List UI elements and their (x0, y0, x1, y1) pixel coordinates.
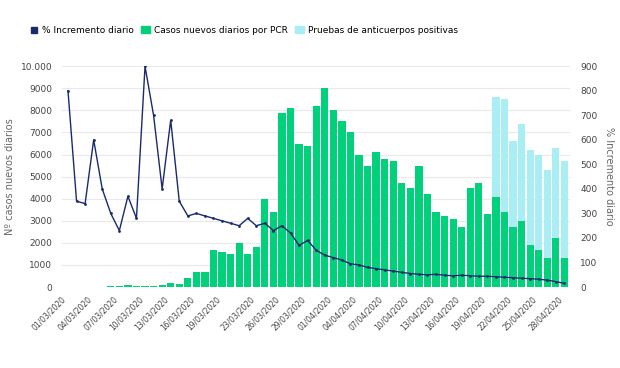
Bar (253, 247, 260, 287)
Bar (381, 159, 388, 287)
Bar (526, 150, 534, 245)
Bar (415, 166, 423, 287)
Bar (321, 88, 329, 287)
Bar (175, 284, 183, 287)
Bar (475, 183, 482, 287)
Bar (124, 285, 131, 287)
Bar (432, 212, 440, 287)
Bar (510, 227, 516, 287)
Bar (218, 252, 226, 287)
Bar (535, 155, 542, 250)
Bar (167, 283, 174, 287)
Bar (150, 286, 157, 287)
Bar (244, 254, 251, 287)
Bar (296, 144, 303, 287)
Bar (133, 286, 140, 287)
Bar (347, 132, 354, 287)
Y-axis label: Nº casos nuevos diarios: Nº casos nuevos diarios (5, 118, 15, 235)
Bar (441, 216, 448, 287)
Bar (552, 148, 559, 238)
Bar (278, 113, 286, 287)
Bar (484, 214, 491, 287)
Bar (552, 238, 559, 287)
Bar (544, 258, 551, 287)
Bar (398, 183, 405, 287)
Bar (510, 141, 516, 227)
Bar (141, 286, 149, 287)
Bar (518, 221, 525, 287)
Bar (193, 272, 200, 287)
Bar (389, 161, 397, 287)
Bar (492, 97, 500, 197)
Bar (107, 286, 115, 287)
Bar (544, 170, 551, 258)
Bar (467, 188, 474, 287)
Bar (526, 245, 534, 287)
Bar (424, 194, 431, 287)
Bar (236, 243, 243, 287)
Y-axis label: % Incremento diario: % Incremento diario (604, 127, 614, 226)
Bar (560, 258, 568, 287)
Bar (202, 272, 208, 287)
Bar (227, 254, 234, 287)
Bar (159, 285, 166, 287)
Bar (304, 146, 311, 287)
Bar (560, 161, 568, 258)
Bar (450, 219, 457, 287)
Bar (373, 152, 379, 287)
Bar (116, 286, 123, 287)
Bar (355, 155, 363, 287)
Legend: % Incremento diario, Casos nuevos diarios por PCR, Pruebas de anticuerpos positi: % Incremento diario, Casos nuevos diario… (26, 22, 461, 38)
Bar (501, 99, 508, 212)
Bar (312, 106, 320, 287)
Bar (270, 212, 277, 287)
Bar (458, 227, 466, 287)
Bar (501, 212, 508, 287)
Bar (407, 188, 414, 287)
Bar (492, 197, 500, 287)
Bar (330, 110, 337, 287)
Bar (287, 108, 294, 287)
Bar (364, 166, 371, 287)
Bar (261, 199, 268, 287)
Bar (518, 124, 525, 221)
Bar (210, 250, 217, 287)
Bar (339, 121, 345, 287)
Bar (535, 250, 542, 287)
Bar (184, 278, 192, 287)
